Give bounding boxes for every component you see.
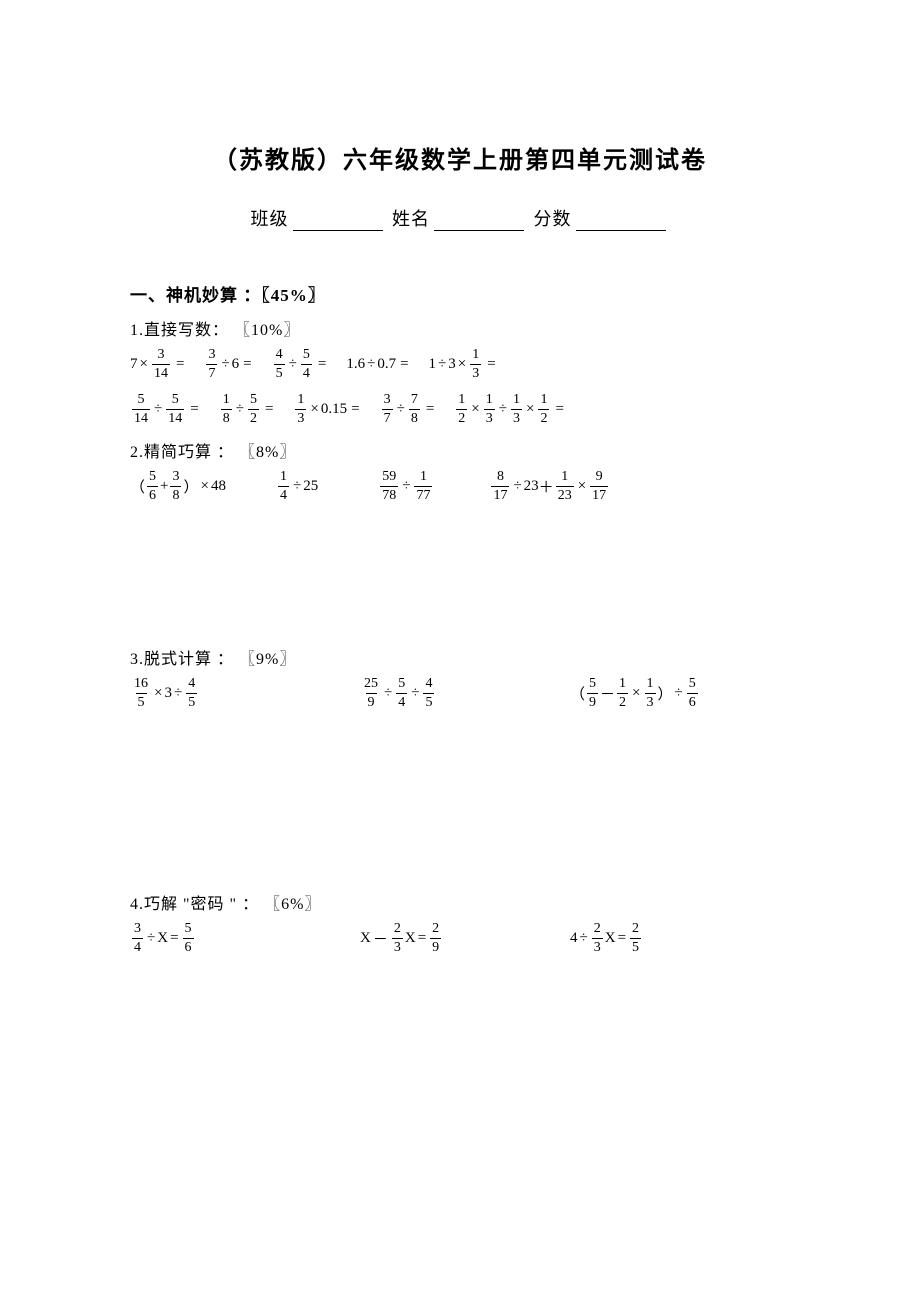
fraction: 514: [166, 393, 184, 426]
fraction: 52: [248, 393, 259, 426]
fraction: 123: [556, 470, 574, 503]
p1-r2-e2: 18 ÷ 52 =: [219, 393, 276, 426]
section-1-head: 一、神机妙算 ：〖45%〗: [130, 281, 790, 306]
score-label: 分数: [534, 209, 572, 229]
p3-e1: 165 × 3 ÷ 45: [130, 677, 360, 710]
p4-e3: 4 ÷ 23 X = 25: [570, 922, 643, 955]
fraction: 56: [687, 677, 698, 710]
fraction: 45: [423, 677, 434, 710]
val: 23: [524, 478, 539, 495]
p2-row: （ 56 + 38 ）× 48 14 ÷ 25 5978 ÷ 177 817 ÷…: [130, 470, 790, 503]
fraction: 54: [396, 677, 407, 710]
val: 3: [448, 356, 456, 373]
fraction: 314: [152, 348, 170, 381]
p1-r1-e5: 1÷3× 13 =: [429, 348, 498, 381]
p1-row1: 7× 314 = 37 ÷ 6 = 45 ÷ 54 = 1.6 ÷ 0.7 = …: [130, 348, 790, 381]
fraction: 78: [409, 393, 420, 426]
fraction: 37: [206, 348, 217, 381]
fraction: 56: [147, 470, 158, 503]
class-label: 班级: [251, 209, 289, 229]
page: （苏教版）六年级数学上册第四单元测试卷 班级 姓名 分数 一、神机妙算 ：〖45…: [0, 0, 920, 1025]
fraction: 13: [470, 348, 481, 381]
p3-e2: 259 ÷ 54 ÷ 45: [360, 677, 570, 710]
fraction: 23: [592, 922, 603, 955]
fraction: 25: [630, 922, 641, 955]
val: 4: [570, 930, 578, 947]
fraction: 23: [392, 922, 403, 955]
fraction: 13: [295, 393, 306, 426]
name-blank[interactable]: [434, 213, 524, 231]
p1-r2-e5: 12 × 13 ÷ 13 × 12 =: [454, 393, 566, 426]
info-line: 班级 姓名 分数: [130, 205, 790, 231]
sub-4-head: 4.巧解 "密码 " ： 〖6%〗: [130, 890, 790, 914]
p1-r1-e3: 45 ÷ 54 =: [272, 348, 329, 381]
val: 0.7: [377, 356, 396, 373]
val: 0.15: [321, 401, 347, 418]
p4-e1: 34 ÷ X = 56: [130, 922, 360, 955]
p4-e2: X － 23 X = 29: [360, 922, 570, 955]
score-blank[interactable]: [576, 213, 666, 231]
workspace-gap: [130, 515, 790, 645]
fraction: 165: [132, 677, 150, 710]
fraction: 259: [362, 677, 380, 710]
fraction: 817: [491, 470, 509, 503]
p2-e1: （ 56 + 38 ）× 48: [130, 470, 226, 503]
sub-3-head: 3.脱式计算 ： 〖9%〗: [130, 645, 790, 669]
fraction: 34: [132, 922, 143, 955]
p1-r2-e1: 514 ÷ 514 =: [130, 393, 201, 426]
fraction: 45: [274, 348, 285, 381]
fraction: 45: [186, 677, 197, 710]
fraction: 29: [430, 922, 441, 955]
p1-r1-e1: 7× 314 =: [130, 348, 186, 381]
p2-e4: 817 ÷ 23 ＋ 123 × 917: [489, 470, 610, 503]
fraction: 54: [301, 348, 312, 381]
p4-row: 34 ÷ X = 56 X － 23 X = 29 4 ÷ 23 X = 25: [130, 922, 790, 955]
fraction: 5978: [380, 470, 398, 503]
workspace-gap: [130, 720, 790, 890]
p2-e3: 5978 ÷ 177: [378, 470, 434, 503]
fraction: 18: [221, 393, 232, 426]
p3-row: 165 × 3 ÷ 45 259 ÷ 54 ÷ 45 （ 59 － 12 × 1…: [130, 677, 790, 710]
class-blank[interactable]: [293, 213, 383, 231]
fraction: 917: [590, 470, 608, 503]
fraction: 12: [538, 393, 549, 426]
fraction: 56: [183, 922, 194, 955]
sub-1-head: 1.直接写数： 〖10%〗: [130, 316, 790, 340]
sub-2-head: 2.精简巧算 ： 〖8%〗: [130, 438, 790, 462]
p2-e2: 14 ÷ 25: [276, 470, 318, 503]
p1-r2-e4: 37 ÷ 78 =: [380, 393, 437, 426]
val: 7: [130, 356, 138, 373]
fraction: 12: [617, 677, 628, 710]
fraction: 12: [456, 393, 467, 426]
fraction: 13: [511, 393, 522, 426]
fraction: 13: [645, 677, 656, 710]
name-label: 姓名: [392, 209, 430, 229]
p1-r2-e3: 13 × 0.15 =: [293, 393, 361, 426]
p1-row2: 514 ÷ 514 = 18 ÷ 52 = 13 × 0.15 = 37 ÷ 7…: [130, 393, 790, 426]
val: 25: [303, 478, 318, 495]
val: 1: [429, 356, 437, 373]
p1-r1-e4: 1.6 ÷ 0.7 =: [346, 356, 410, 373]
fraction: 13: [484, 393, 495, 426]
val: 3: [164, 685, 172, 702]
fraction: 514: [132, 393, 150, 426]
fraction: 37: [382, 393, 393, 426]
fraction: 38: [170, 470, 181, 503]
val: 6: [232, 356, 240, 373]
p3-e3: （ 59 － 12 × 13 ）÷ 56: [570, 677, 700, 710]
fraction: 14: [278, 470, 289, 503]
p1-r1-e2: 37 ÷ 6 =: [204, 348, 253, 381]
exam-title: （苏教版）六年级数学上册第四单元测试卷: [130, 140, 790, 175]
fraction: 59: [587, 677, 598, 710]
val: 1.6: [346, 356, 365, 373]
fraction: 177: [414, 470, 432, 503]
val: 48: [211, 478, 226, 495]
